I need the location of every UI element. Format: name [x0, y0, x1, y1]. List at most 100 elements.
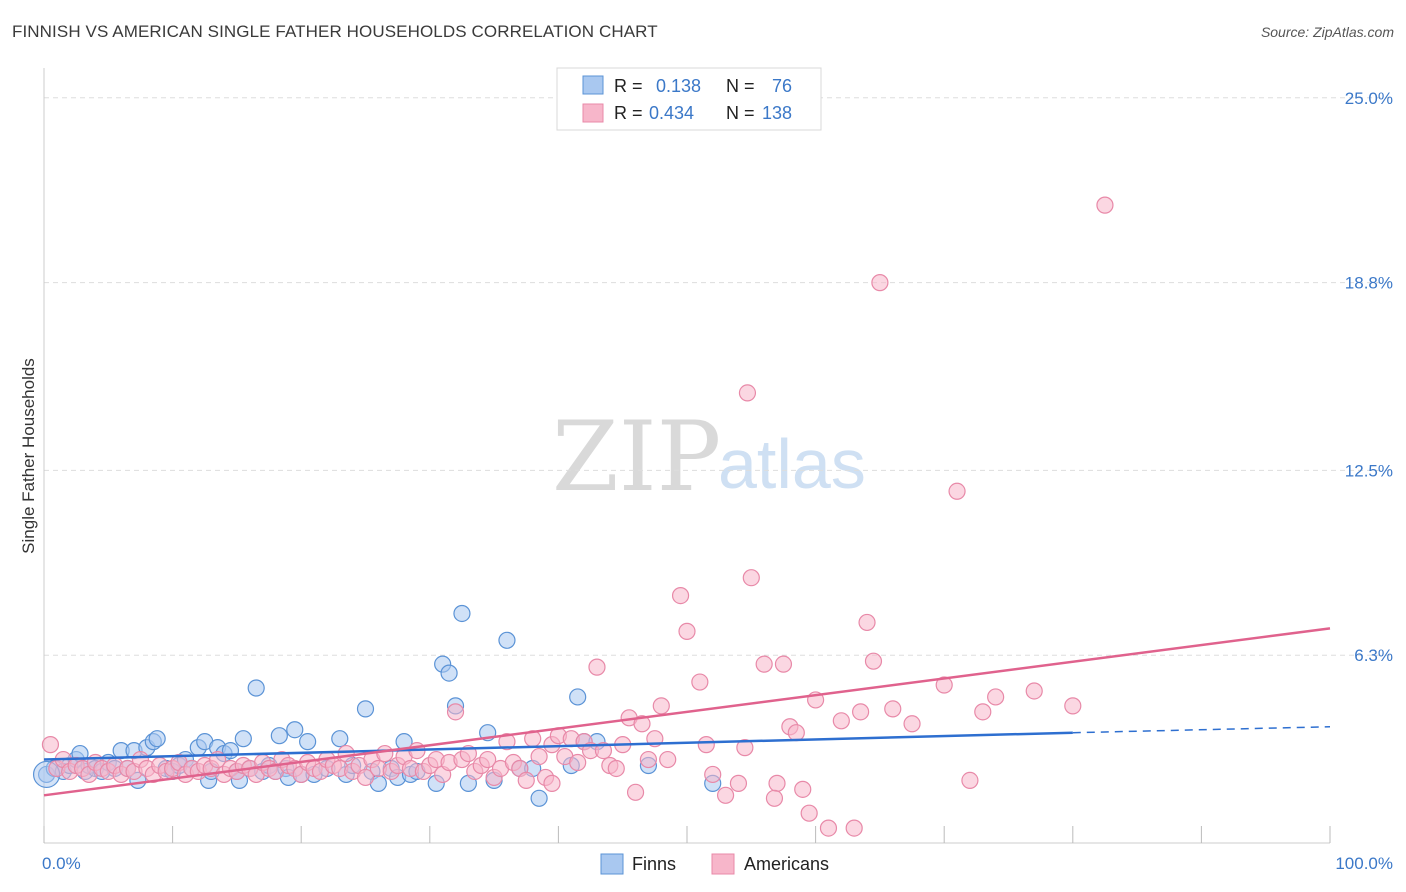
data-point	[479, 750, 497, 769]
data-point	[852, 703, 870, 721]
data-point	[498, 631, 516, 649]
data-point	[697, 736, 715, 754]
data-point	[961, 771, 979, 790]
data-point	[607, 759, 625, 778]
data-point	[446, 703, 465, 721]
data-point	[594, 741, 613, 760]
bottom-legend-swatch-americans	[711, 853, 735, 875]
data-point	[765, 789, 784, 807]
data-point	[659, 750, 677, 769]
legend-r-label-americans: R =	[614, 103, 643, 123]
data-point	[794, 780, 812, 798]
chart-title: FINNISH VS AMERICAN SINGLE FATHER HOUSEH…	[12, 22, 658, 41]
data-point	[543, 774, 561, 792]
bottom-legend-label-finns: Finns	[632, 854, 676, 874]
data-point	[671, 586, 690, 605]
data-point	[948, 482, 966, 500]
data-point	[633, 715, 651, 733]
legend-n-value-americans: 138	[762, 103, 792, 123]
data-point	[738, 384, 757, 402]
bottom-legend-label-americans: Americans	[744, 854, 829, 874]
data-point	[871, 274, 889, 292]
data-point	[569, 688, 587, 706]
data-point	[678, 622, 696, 640]
chart-source: Source: ZipAtlas.com	[1260, 24, 1394, 40]
data-point	[517, 771, 535, 790]
data-point	[148, 730, 166, 748]
data-point	[716, 786, 735, 804]
data-point	[736, 739, 754, 757]
y-tick-label: 18.8%	[1345, 274, 1393, 293]
data-point	[234, 730, 252, 748]
y-axis-label: Single Father Households	[19, 358, 38, 554]
x-tick-label-min: 0.0%	[42, 854, 81, 873]
data-point	[742, 569, 760, 587]
bottom-legend-swatch-finns	[600, 853, 624, 875]
data-point	[691, 673, 709, 691]
data-point	[498, 733, 516, 751]
bottom-legend: Finns Americans	[600, 853, 829, 875]
data-point	[704, 765, 722, 784]
data-point	[858, 613, 876, 632]
data-point	[41, 736, 60, 754]
legend-r-value-americans: 0.434	[649, 103, 694, 123]
data-point	[356, 768, 375, 787]
data-point	[755, 655, 773, 673]
data-point	[1025, 682, 1043, 700]
legend-n-label-americans: N =	[726, 103, 755, 123]
data-point	[864, 652, 883, 670]
data-point	[884, 700, 902, 718]
data-point	[987, 688, 1005, 706]
data-point	[800, 804, 818, 822]
y-tick-labels: 6.3% 12.5% 18.8% 25.0%	[1345, 89, 1393, 665]
data-point	[331, 730, 349, 748]
data-point	[639, 750, 658, 769]
data-point	[787, 724, 805, 742]
data-point	[440, 664, 458, 682]
watermark-atlas: atlas	[718, 425, 866, 503]
data-point	[626, 783, 645, 801]
data-point	[652, 697, 670, 715]
data-point	[774, 655, 793, 673]
data-point	[903, 715, 921, 733]
data-point	[588, 658, 606, 676]
trend-lines	[43, 627, 1331, 797]
data-point	[453, 604, 471, 623]
data-point	[845, 819, 863, 837]
data-point	[299, 733, 317, 751]
data-point	[729, 774, 748, 792]
legend-n-label-finns: N =	[726, 76, 755, 96]
legend-r-value-finns: 0.138	[656, 76, 701, 96]
data-point	[376, 744, 394, 763]
data-point	[530, 789, 548, 807]
legend-r-label-finns: R =	[614, 76, 643, 96]
data-point	[286, 721, 304, 739]
y-tick-label: 25.0%	[1345, 89, 1393, 108]
data-point	[768, 774, 786, 792]
legend-swatch-americans	[582, 103, 604, 123]
data-point	[356, 700, 375, 718]
watermark-zip: ZIP	[552, 401, 721, 513]
x-ticks	[43, 826, 1331, 843]
legend: R = 0.138 N = 76 R = 0.434 N = 138	[556, 67, 822, 131]
legend-n-value-finns: 76	[772, 76, 792, 96]
data-point	[569, 753, 587, 772]
trend-line-finns	[43, 731, 1073, 761]
data-point	[247, 679, 265, 697]
y-tick-label: 12.5%	[1345, 461, 1393, 480]
data-point	[832, 712, 850, 730]
data-point	[974, 703, 992, 721]
x-tick-label-max: 100.0%	[1335, 854, 1393, 873]
legend-swatch-finns	[582, 75, 604, 95]
data-point	[1064, 697, 1082, 715]
y-tick-label: 6.3%	[1354, 646, 1393, 665]
data-point	[819, 819, 838, 837]
data-point	[337, 744, 355, 763]
data-point	[530, 747, 548, 766]
gridlines	[44, 97, 1392, 656]
trend-line-americans	[43, 627, 1331, 797]
data-point	[1096, 196, 1114, 214]
trend-line-finns-extrapolated	[1072, 726, 1331, 734]
data-point	[935, 676, 953, 694]
